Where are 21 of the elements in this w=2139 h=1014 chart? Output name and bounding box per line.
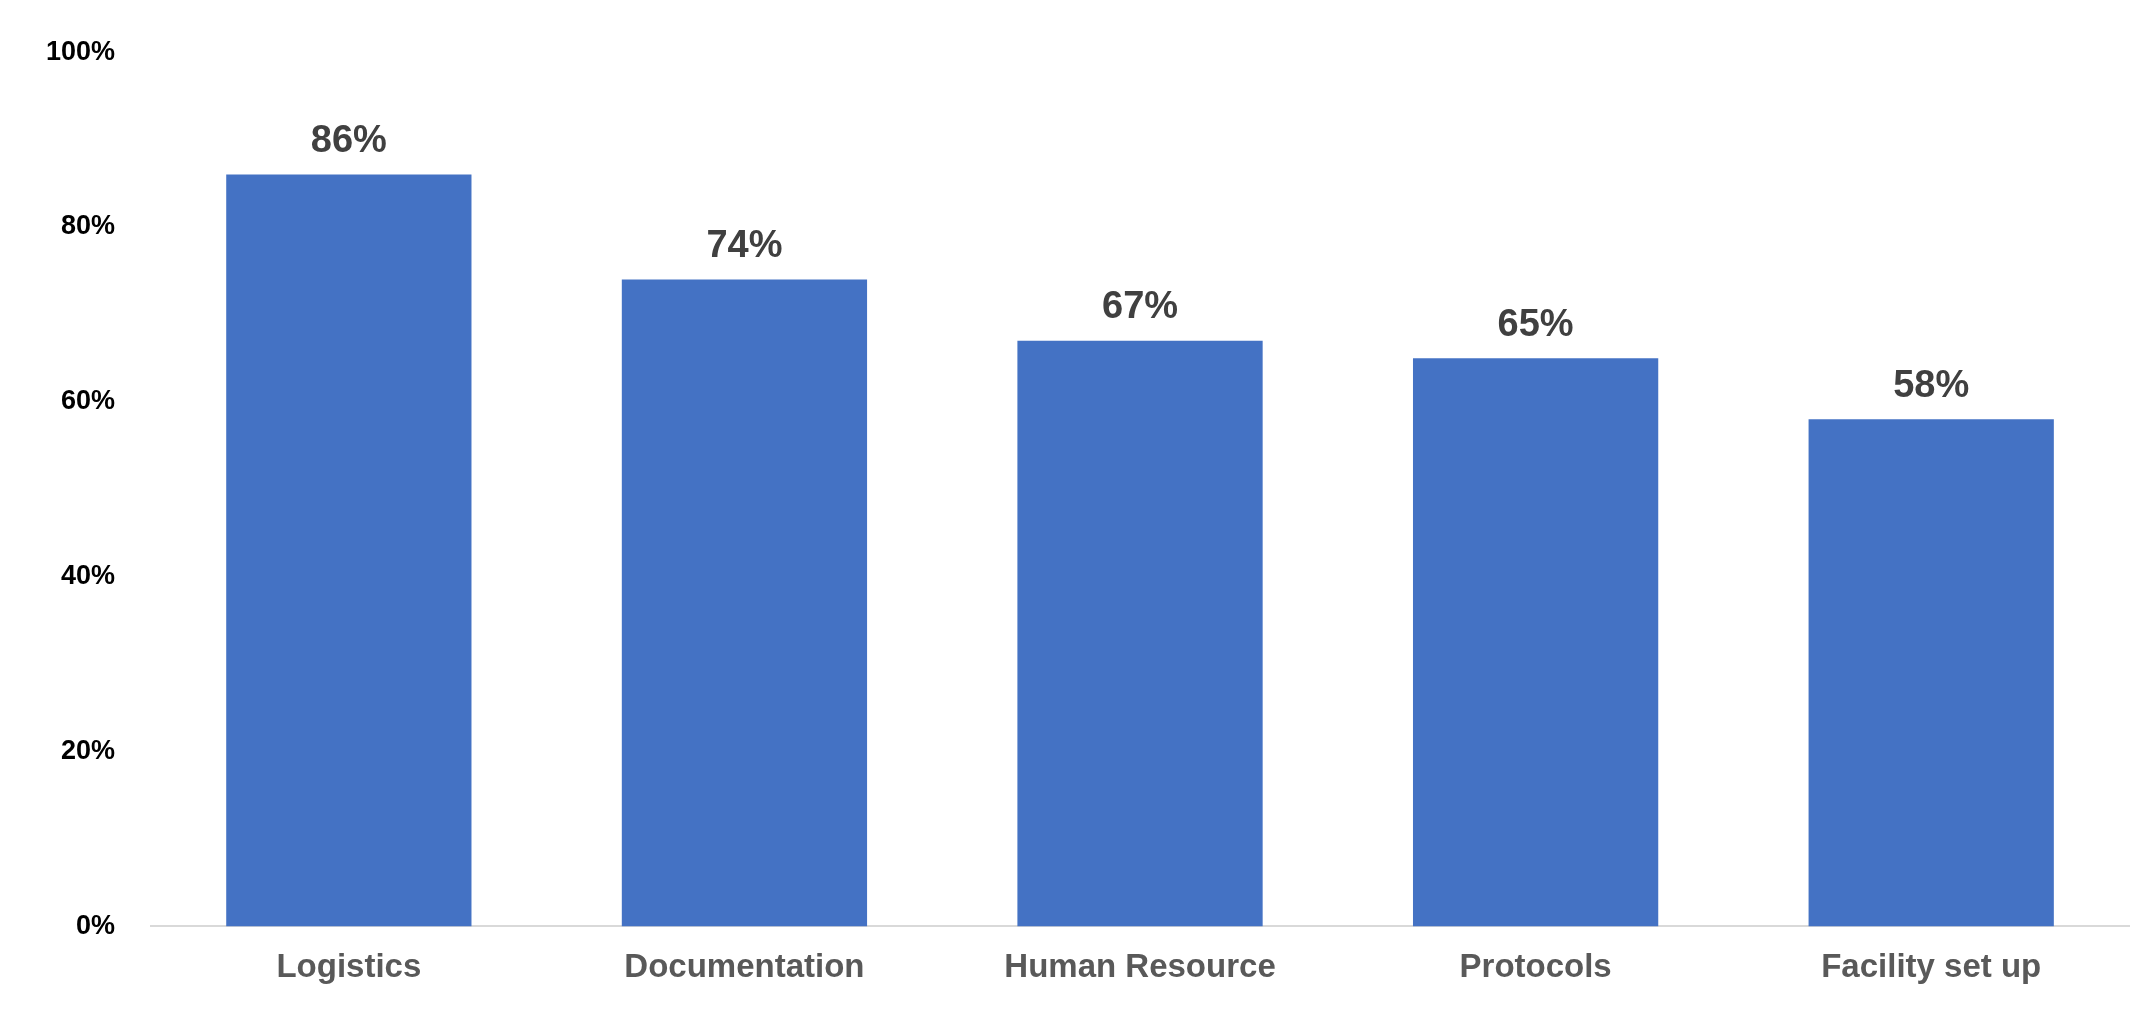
data-label: 86% (310, 118, 387, 161)
y-tick-label: 40% (61, 560, 116, 591)
y-tick-label: 60% (61, 385, 116, 416)
x-tick-label: Logistics (276, 947, 422, 985)
y-tick-label: 100% (45, 35, 116, 66)
bar (1808, 419, 2054, 927)
y-tick-label: 80% (61, 210, 116, 241)
x-tick-label: Facility set up (1821, 947, 2042, 985)
bar (621, 279, 868, 927)
data-label: 65% (1497, 301, 1574, 344)
data-label: 74% (706, 222, 783, 265)
bar (226, 174, 472, 927)
bar (1017, 340, 1263, 927)
bar (1412, 358, 1659, 927)
x-tick-label: Documentation (624, 947, 865, 985)
y-tick-label: 0% (76, 909, 116, 940)
x-tick-label: Protocols (1459, 947, 1612, 985)
data-label: 58% (1893, 362, 1970, 405)
data-label: 67% (1102, 284, 1179, 327)
y-tick-label: 20% (61, 735, 116, 766)
x-tick-label: Human Resource (1004, 947, 1276, 985)
